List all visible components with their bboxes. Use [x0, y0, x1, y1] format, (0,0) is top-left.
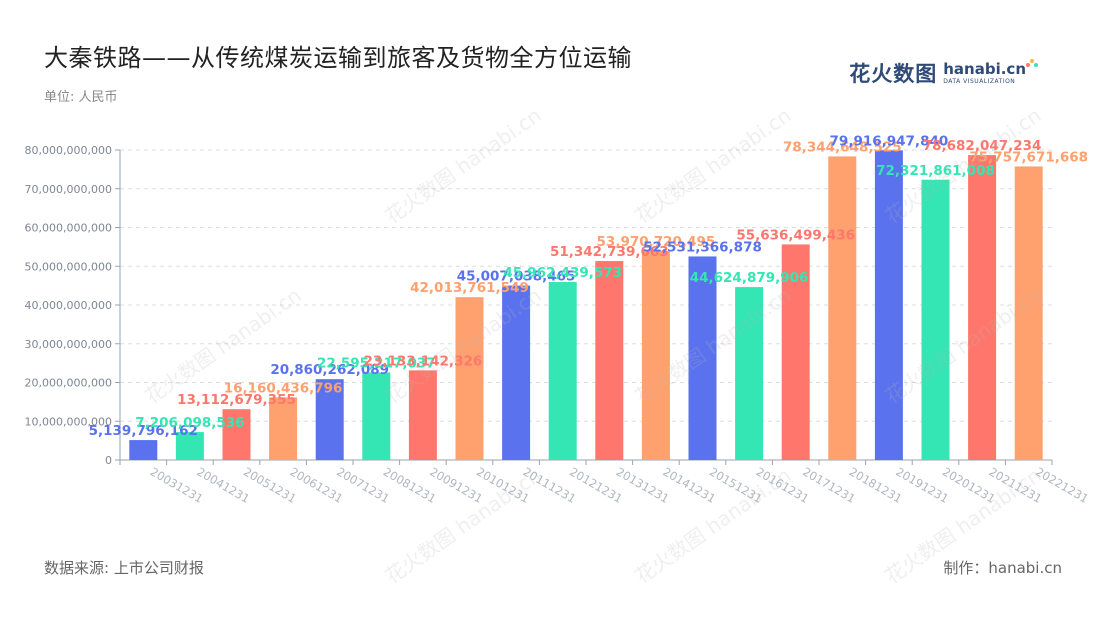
value-label: 45,962,439,573 [503, 265, 622, 281]
brand-logo: 花火数图 hanabi.cn DATA VISUALIZATION [849, 58, 1038, 88]
value-label: 22,595,217,037 [317, 355, 436, 371]
credit-label: 制作：hanabi.cn [943, 559, 1062, 577]
bar [688, 256, 717, 460]
value-label: 53,970,720,495 [597, 234, 716, 250]
spark-icon [1026, 59, 1038, 71]
value-label: 51,342,739,663 [550, 244, 669, 260]
value-label: 23,133,142,326 [364, 353, 483, 369]
y-tick-label: 80,000,000,000 [25, 144, 112, 157]
bar [315, 379, 344, 460]
value-label: 44,624,879,906 [690, 270, 809, 286]
chart-title: 大秦铁路——从传统煤炭运输到旅客及货物全方位运输 [44, 44, 632, 72]
value-label: 78,344,648,525 [783, 139, 902, 155]
bar [269, 397, 298, 460]
bar [595, 261, 624, 460]
value-label: 16,160,436,796 [224, 380, 343, 396]
bar-layer [129, 150, 1043, 461]
value-label: 7,206,098,536 [135, 415, 244, 431]
bar [874, 150, 903, 460]
value-label: 20,860,262,089 [270, 362, 389, 378]
brand-en-logo: hanabi.cn [943, 59, 1026, 78]
axis-layer: 0 10,000,000,000 20,000,000,000 30,000,000,… [25, 144, 1053, 467]
value-label: 42,013,761,549 [410, 280, 529, 296]
brand-cn-logo: 花火数图 [849, 62, 938, 86]
value-label: 52,531,366,878 [643, 239, 762, 255]
bar [921, 179, 950, 460]
value-label: 13,112,679,355 [177, 392, 296, 408]
y-tick-label: 30,000,000,000 [25, 338, 112, 351]
bar [222, 409, 251, 460]
brand-en-block: hanabi.cn DATA VISUALIZATION [943, 59, 1026, 85]
bar [455, 297, 484, 460]
bar [408, 370, 437, 460]
value-label: 78,682,047,234 [923, 138, 1042, 154]
y-tick-label: 50,000,000,000 [25, 260, 112, 273]
y-tick-label: 0 [105, 454, 112, 467]
y-tick-label: 60,000,000,000 [25, 222, 112, 235]
bar [175, 432, 204, 460]
value-label: 5,139,796,162 [89, 423, 198, 439]
bar [781, 244, 810, 460]
bar [502, 285, 531, 460]
x-tick-label: 20221231 [1033, 464, 1091, 505]
bar [828, 156, 857, 460]
bar [968, 155, 997, 461]
y-tick-label: 40,000,000,000 [25, 299, 112, 312]
value-label: 55,636,499,436 [736, 227, 855, 243]
y-tick-label: 20,000,000,000 [25, 377, 112, 390]
y-tick-label: 70,000,000,000 [25, 183, 112, 196]
bar [641, 250, 670, 460]
data-source: 数据来源: 上市公司财报 [44, 559, 204, 577]
bar [129, 440, 158, 460]
value-label: 72,321,861,008 [876, 163, 995, 179]
bar [548, 281, 577, 460]
brand-subtitle: DATA VISUALIZATION [943, 77, 1016, 85]
bar [735, 287, 764, 460]
bar [362, 372, 391, 460]
value-label: 79,916,947,840 [830, 133, 949, 149]
unit-label: 单位: 人民币 [44, 90, 118, 105]
value-label: 45,007,038,465 [457, 269, 576, 285]
value-label: 75,757,671,668 [969, 149, 1088, 165]
xtick-layer: 2003123120041231200512312006123120071231… [148, 464, 1091, 505]
y-tick-label: 10,000,000,000 [25, 415, 112, 428]
bar [1014, 166, 1043, 460]
